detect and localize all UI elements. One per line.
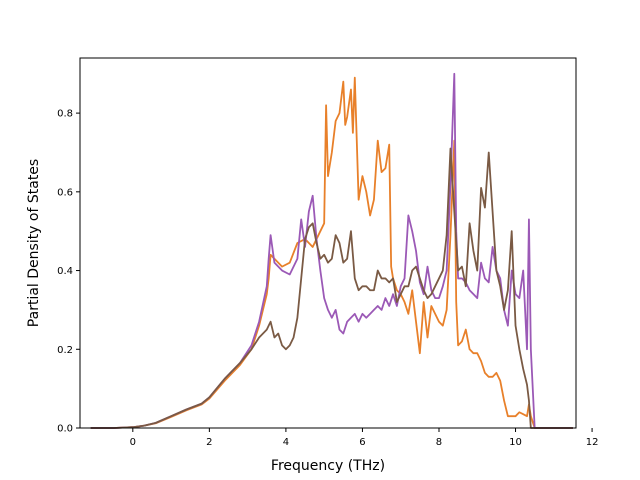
x-tick-label: 0 xyxy=(130,437,136,448)
y-tick-label: 0.6 xyxy=(57,187,73,198)
y-axis-label: Partial Density of States xyxy=(26,159,42,327)
y-tick-label: 0.0 xyxy=(57,424,73,435)
x-axis-ticks: 0 2 4 6 8 10 12 xyxy=(130,428,599,448)
x-tick-label: 6 xyxy=(359,437,365,448)
plot-frame xyxy=(79,57,577,429)
y-axis-ticks: 0.0 0.2 0.4 0.6 0.8 xyxy=(57,109,80,435)
x-tick-label: 8 xyxy=(436,437,442,448)
x-tick-label: 2 xyxy=(206,437,212,448)
series-line-3 xyxy=(90,147,573,429)
x-tick-label: 10 xyxy=(509,437,522,448)
x-tick-label: 12 xyxy=(586,437,599,448)
series-line-1 xyxy=(90,76,573,429)
y-tick-label: 0.2 xyxy=(57,345,73,356)
x-axis-label: Frequency (THz) xyxy=(271,458,385,474)
x-tick-label: 4 xyxy=(283,437,289,448)
y-tick-label: 0.4 xyxy=(57,266,73,277)
series-layer xyxy=(90,72,573,429)
y-tick-label: 0.8 xyxy=(57,109,73,120)
